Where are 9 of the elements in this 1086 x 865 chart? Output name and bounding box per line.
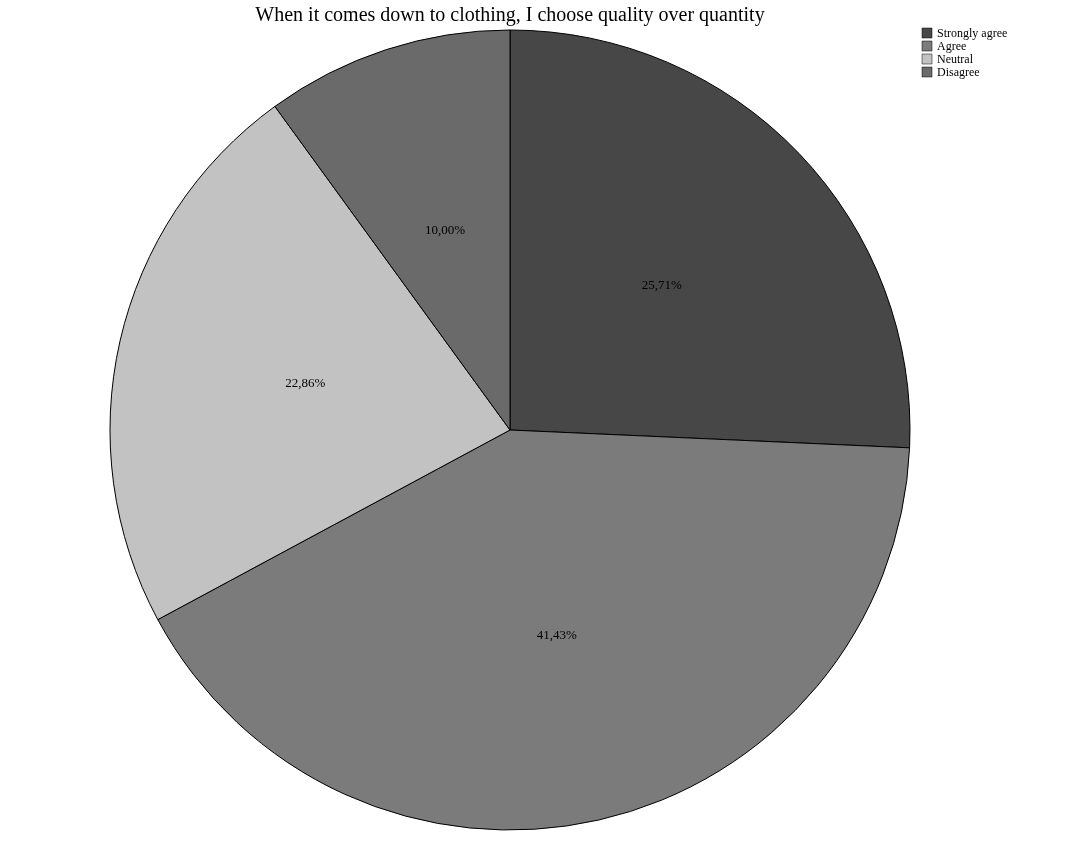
data-label: 10,00%	[425, 222, 466, 238]
legend-label: Strongly agree	[937, 26, 1008, 40]
data-label: 41,43%	[536, 626, 577, 642]
legend-label: Neutral	[937, 52, 974, 66]
chart-title: When it comes down to clothing, I choose quality over quantity	[255, 3, 765, 26]
data-label: 22,86%	[285, 375, 326, 391]
legend-label: Agree	[937, 39, 967, 53]
legend-label: Disagree	[937, 65, 980, 79]
data-label: 25,71%	[641, 276, 682, 292]
